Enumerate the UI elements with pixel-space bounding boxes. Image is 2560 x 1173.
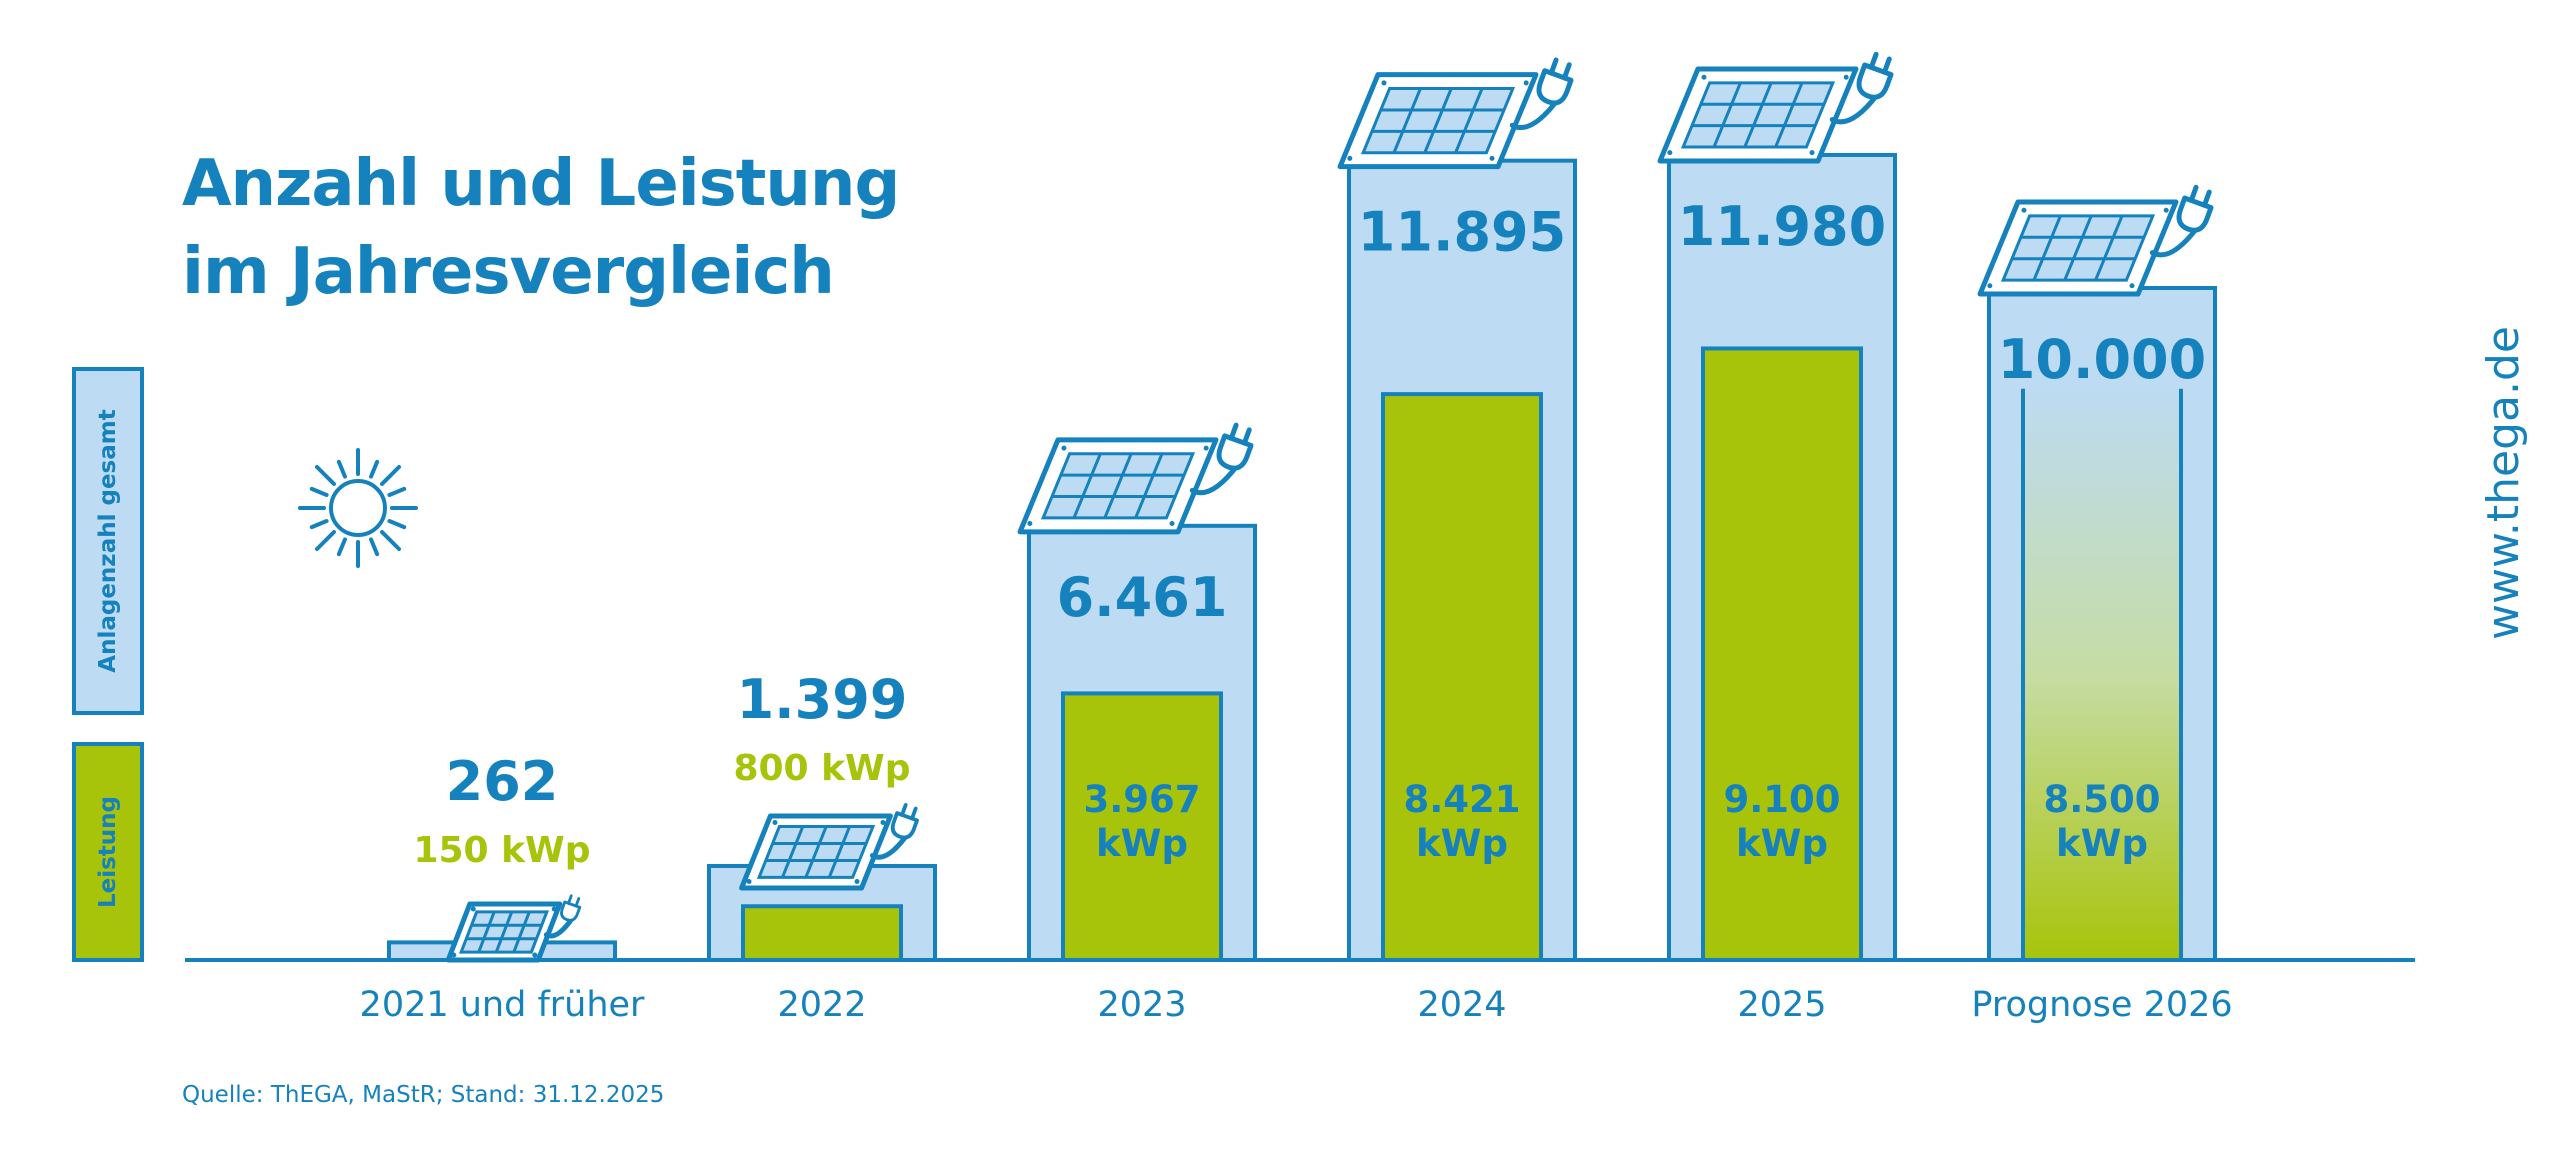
legend-power-label: Leistung xyxy=(95,795,121,909)
solar-panel-icon xyxy=(1017,437,1219,535)
x-tick-label: 2025 xyxy=(1737,985,1826,1025)
x-tick-label: 2021 und früher xyxy=(360,985,646,1025)
solar-panel-icon xyxy=(445,901,563,963)
power-value-label: 8.421 kWp xyxy=(1403,778,1520,865)
legend-count: Anlagenzahl gesamt xyxy=(72,367,144,715)
count-value-label: 11.895 xyxy=(1358,201,1566,264)
cable-icon xyxy=(1189,463,1239,496)
solar-panel-icon xyxy=(1657,66,1859,164)
count-value-label: 11.980 xyxy=(1678,195,1886,258)
plug-icon xyxy=(1216,422,1254,471)
chart-title-line2: im Jahresvergleich xyxy=(182,235,835,309)
solar-panel-icon xyxy=(1337,72,1539,170)
website-label: www.thega.de xyxy=(2478,326,2529,640)
power-value-label: 9.100 kWp xyxy=(1723,778,1840,865)
chart-title-line1: Anzahl und Leistung xyxy=(182,147,900,221)
plug-icon xyxy=(1856,51,1894,100)
sun-icon xyxy=(298,448,418,568)
plug-icon xyxy=(890,803,919,840)
x-tick-label: 2022 xyxy=(777,985,866,1025)
power-value-label: 150 kWp xyxy=(413,830,590,871)
power-bar xyxy=(1061,691,1223,962)
plug-icon xyxy=(560,894,582,922)
x-tick-label: Prognose 2026 xyxy=(1971,985,2232,1025)
count-value-label: 6.461 xyxy=(1057,566,1228,629)
cable-icon xyxy=(869,833,909,860)
plug-icon xyxy=(1536,57,1574,106)
source-note: Quelle: ThEGA, MaStR; Stand: 31.12.2025 xyxy=(182,1082,665,1108)
count-value-label: 1.399 xyxy=(737,668,908,731)
cable-icon xyxy=(1509,98,1559,130)
cable-icon xyxy=(1829,93,1879,125)
solar-panel-icon xyxy=(739,813,893,891)
x-tick-label: 2023 xyxy=(1097,985,1186,1025)
count-value-label: 262 xyxy=(446,750,559,813)
chart-title: Anzahl und Leistung im Jahresvergleich xyxy=(182,140,900,316)
plug-icon xyxy=(2176,184,2214,233)
power-value-label: 800 kWp xyxy=(733,748,910,789)
power-bar-forecast xyxy=(2025,388,2179,960)
power-bar xyxy=(741,904,903,962)
legend-power: Leistung xyxy=(72,742,144,962)
power-bar xyxy=(1381,392,1543,962)
cable-icon xyxy=(543,916,574,939)
power-value-label: 8.500 kWp xyxy=(2043,778,2160,865)
count-value-label: 10.000 xyxy=(1998,328,2206,391)
power-bar xyxy=(1701,346,1863,963)
x-tick-label: 2024 xyxy=(1417,985,1506,1025)
power-value-label: 3.967 kWp xyxy=(1083,778,1200,865)
legend-count-label: Anlagenzahl gesamt xyxy=(95,409,121,673)
cable-icon xyxy=(2149,226,2199,258)
solar-panel-icon xyxy=(1977,199,2179,297)
